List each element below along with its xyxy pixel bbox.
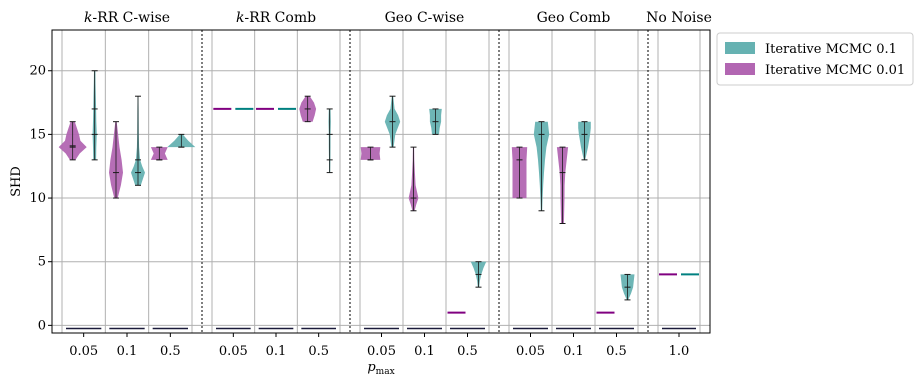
y-tick-label: 0 — [38, 318, 46, 333]
plot-frame — [51, 29, 711, 334]
x-tick-label: 0.5 — [457, 344, 478, 359]
legend-swatch — [725, 42, 755, 54]
y-tick-label: 20 — [29, 64, 46, 79]
x-tick-label: 0.5 — [160, 344, 181, 359]
x-tick-label: 0.05 — [219, 344, 248, 359]
x-tick-label: 0.05 — [69, 344, 98, 359]
x-axis-label: pmax — [367, 360, 394, 374]
x-tick-label: 0.5 — [606, 344, 627, 359]
y-axis-label: SHD — [9, 166, 24, 197]
y-tick-label: 10 — [29, 191, 46, 206]
x-tick-label: 0.1 — [563, 344, 584, 359]
y-tick-label: 5 — [38, 255, 46, 270]
legend-label: Iterative MCMC 0.1 — [765, 42, 897, 57]
x-tick-label: 0.1 — [266, 344, 287, 359]
x-tick-label: 0.5 — [308, 344, 329, 359]
x-tick-label: 1.0 — [669, 344, 690, 359]
panel-title: k-RR C-wise — [84, 10, 170, 26]
legend-swatch — [725, 63, 755, 75]
y-tick-label: 15 — [29, 127, 46, 142]
x-tick-label: 0.1 — [117, 344, 138, 359]
panel-title: Geo Comb — [537, 10, 611, 26]
legend-label: Iterative MCMC 0.01 — [765, 63, 905, 78]
panel-title: No Noise — [646, 10, 712, 26]
panel-title: Geo C-wise — [385, 10, 465, 26]
x-tick-label: 0.05 — [367, 344, 396, 359]
legend-box — [716, 32, 914, 86]
x-tick-label: 0.05 — [516, 344, 545, 359]
panel-title: k-RR Comb — [236, 10, 316, 26]
x-tick-label: 0.1 — [414, 344, 435, 359]
